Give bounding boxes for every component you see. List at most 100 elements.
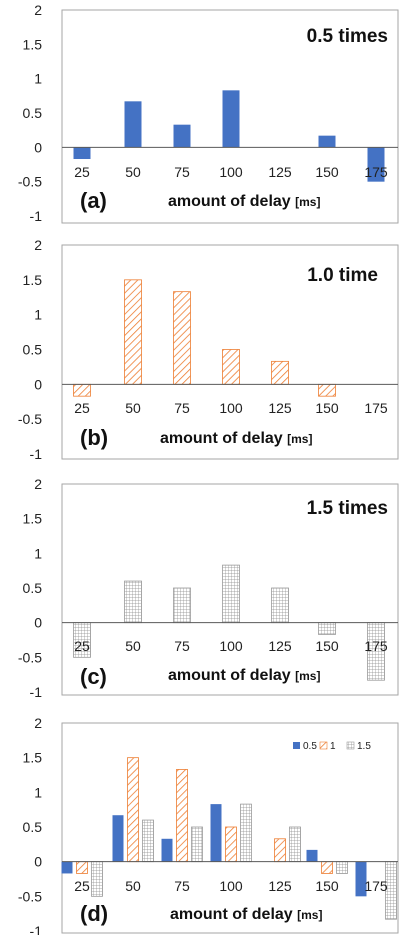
x-tick-label: 50 (125, 164, 141, 180)
x-tick-label: 150 (315, 400, 339, 416)
y-tick-label: 0.5 (23, 819, 43, 835)
bar-100 (222, 349, 240, 385)
y-tick-label: 2 (34, 237, 42, 253)
bar-50 (124, 580, 142, 624)
y-tick-label: 2 (34, 476, 42, 492)
chart-title: 0.5 times (307, 26, 388, 47)
chart-title: 1.5 times (307, 498, 388, 519)
legend-swatch (319, 741, 328, 750)
x-axis-unit: [ms] (295, 669, 320, 683)
x-tick-label: 150 (315, 164, 339, 180)
x-tick-label: 50 (125, 400, 141, 416)
y-tick-label: 0.5 (23, 580, 43, 596)
plot-frame (61, 483, 399, 696)
bar-50 (124, 279, 142, 385)
y-tick-label: 0 (34, 139, 42, 155)
x-tick-label: 25 (74, 878, 90, 894)
x-axis-label: amount of delay [ms] (168, 667, 320, 684)
y-tick-label: -0.5 (18, 174, 42, 190)
bar-75 (173, 124, 191, 148)
y-tick-label: 0.5 (23, 105, 43, 121)
bar-25 (73, 147, 91, 160)
chart-panel-b: -1 -0.5 0 0.5 1 1.5 2 25 50 75 100 125 150 175 (b) amou… (18, 237, 399, 462)
y-tick-label: 1.5 (23, 511, 43, 527)
x-tick-label: 25 (74, 638, 90, 654)
y-tick-label: 1 (34, 545, 42, 561)
x-axis-unit: [ms] (295, 195, 320, 209)
x-axis-label: amount of delay [ms] (170, 906, 322, 923)
x-tick-label: 175 (364, 164, 388, 180)
x-tick-label: 75 (174, 638, 190, 654)
y-tick-label: 2 (34, 2, 42, 18)
bar-75-1.5 (191, 826, 203, 863)
plot-frame (61, 244, 399, 460)
y-tick-label: 0 (34, 615, 42, 631)
bar-150 (318, 622, 336, 635)
panel-label: (b) (80, 425, 108, 450)
x-tick-label: 125 (268, 878, 292, 894)
bar-100-1 (225, 826, 237, 863)
bar-100-0.5 (210, 804, 222, 862)
bar-75 (173, 587, 191, 624)
legend-label: 1.5 (357, 741, 371, 752)
x-tick-label: 75 (174, 400, 190, 416)
chart-panel-c: -1 -0.5 0 0.5 1 1.5 2 25 50 75 100 125 150 175 (c) amou… (18, 476, 399, 700)
y-tick-label: -1 (30, 208, 43, 224)
y-tick-label: -0.5 (18, 888, 42, 904)
bar-50-1.5 (142, 819, 154, 863)
x-tick-label: 100 (219, 638, 243, 654)
bar-125-1 (274, 838, 286, 863)
y-tick-label: -1 (30, 684, 43, 700)
bar-50-0.5 (112, 815, 124, 862)
plot-frame (61, 722, 399, 934)
bar-75 (173, 291, 191, 385)
x-tick-label: 100 (219, 400, 243, 416)
y-tick-label: 0 (34, 376, 42, 392)
bar-150-0.5 (306, 849, 318, 862)
bar-25-0.5 (61, 861, 73, 874)
bar-75-0.5 (161, 838, 173, 862)
y-tick-label: -0.5 (18, 649, 42, 665)
x-tick-label: 150 (315, 638, 339, 654)
chart-title: 1.0 time (307, 265, 378, 286)
plot-frame (61, 9, 399, 224)
x-tick-label: 25 (74, 164, 90, 180)
bar-75-1 (176, 769, 188, 863)
y-tick-label: -1 (30, 446, 43, 462)
x-tick-label: 75 (174, 164, 190, 180)
bar-125 (271, 587, 289, 624)
bar-25 (73, 383, 91, 397)
panel-label: (a) (80, 188, 107, 213)
x-tick-label: 125 (268, 400, 292, 416)
y-tick-label: 1.5 (23, 36, 43, 52)
bar-50 (124, 101, 142, 148)
x-tick-label: 125 (268, 164, 292, 180)
panel-label: (c) (80, 664, 107, 689)
legend: 0.5 1 1.5 (293, 741, 371, 752)
bar-50-1 (127, 757, 139, 863)
bar-100 (222, 564, 240, 624)
y-tick-label: 1.5 (23, 750, 43, 766)
bar-25-1.5 (91, 861, 103, 897)
y-tick-label: 1 (34, 307, 42, 323)
x-tick-label: 175 (364, 400, 388, 416)
legend-label: 0.5 (303, 741, 317, 752)
y-tick-label: 1 (34, 784, 42, 800)
chart-panel-a: -1 -0.5 0 0.5 1 1.5 2 25 50 75 100 125 150 175 (a) amou… (18, 2, 399, 224)
bar-150-1.5 (336, 861, 348, 874)
bar-150-1 (321, 861, 333, 874)
bar-100-1.5 (240, 803, 252, 863)
legend-label: 1 (330, 741, 336, 752)
y-tick-label: 2 (34, 715, 42, 731)
y-tick-label: 0.5 (23, 342, 43, 358)
x-tick-label: 75 (174, 878, 190, 894)
x-axis-label: amount of delay [ms] (160, 430, 312, 447)
x-tick-label: 50 (125, 878, 141, 894)
legend-swatch (293, 742, 300, 749)
x-tick-label: 100 (219, 878, 243, 894)
x-tick-label: 25 (74, 400, 90, 416)
bar-150 (318, 135, 336, 148)
y-tick-label: 1 (34, 71, 42, 87)
y-tick-label: -1 (30, 923, 43, 935)
